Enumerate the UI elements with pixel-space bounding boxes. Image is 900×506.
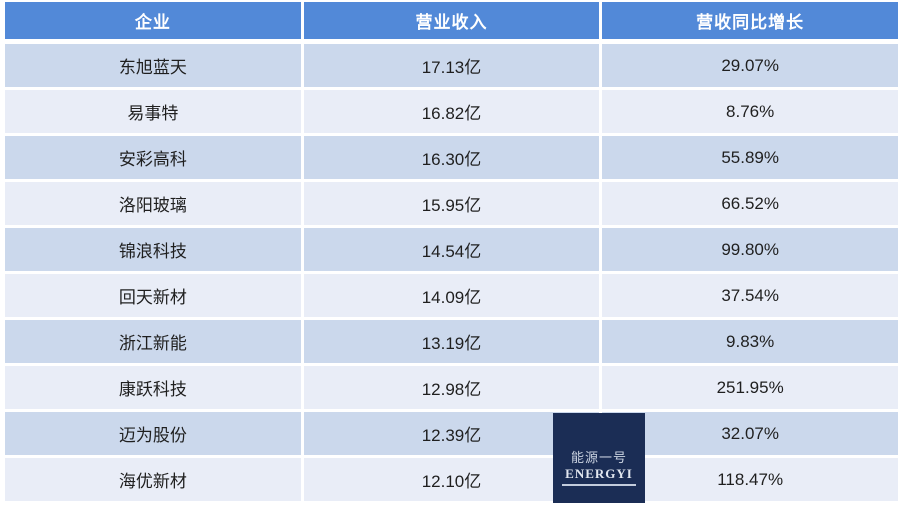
growth-cell: 251.95% (602, 366, 898, 409)
energyi-watermark: 能源一号 ENERGYI (553, 413, 645, 503)
column-header-company: 企业 (5, 2, 301, 39)
growth-cell: 9.83% (602, 320, 898, 363)
growth-cell: 37.54% (602, 274, 898, 317)
revenue-cell: 16.82亿 (303, 90, 600, 133)
table-body: 东旭蓝天 17.13亿 29.07% 易事特 16.82亿 8.76% 安彩高科… (5, 44, 898, 501)
revenue-cell: 13.19亿 (303, 320, 600, 363)
revenue-cell: 14.09亿 (303, 274, 600, 317)
company-cell: 易事特 (5, 90, 301, 133)
company-cell: 东旭蓝天 (5, 44, 301, 87)
column-header-growth: 营收同比增长 (602, 2, 898, 39)
company-cell: 康跃科技 (5, 366, 301, 409)
company-cell: 安彩高科 (5, 136, 301, 179)
company-cell: 洛阳玻璃 (5, 182, 301, 225)
company-cell: 锦浪科技 (5, 228, 301, 271)
growth-cell: 8.76% (602, 90, 898, 133)
watermark-chinese-name: 能源一号 (570, 450, 627, 465)
growth-cell: 32.07% (602, 412, 898, 455)
company-cell: 浙江新能 (5, 320, 301, 363)
revenue-cell: 15.95亿 (303, 182, 600, 225)
table-header: 企业 营业收入 营收同比增长 (5, 2, 898, 39)
watermark-english-name: ENERGYI (562, 467, 636, 486)
revenue-cell: 12.98亿 (303, 366, 600, 409)
revenue-cell: 16.30亿 (303, 136, 600, 179)
company-cell: 迈为股份 (5, 412, 301, 455)
growth-cell: 99.80% (602, 228, 898, 271)
growth-cell: 29.07% (602, 44, 898, 87)
revenue-cell: 12.39亿 (303, 412, 600, 455)
revenue-table: 企业 营业收入 营收同比增长 东旭蓝天 17.13亿 29.07% 易事特 16… (5, 2, 898, 501)
column-header-revenue: 营业收入 (303, 2, 600, 39)
revenue-cell: 12.10亿 (303, 458, 600, 501)
company-cell: 回天新材 (5, 274, 301, 317)
company-cell: 海优新材 (5, 458, 301, 501)
growth-cell: 66.52% (602, 182, 898, 225)
growth-cell: 55.89% (602, 136, 898, 179)
growth-cell: 118.47% (602, 458, 898, 501)
revenue-cell: 14.54亿 (303, 228, 600, 271)
revenue-cell: 17.13亿 (303, 44, 600, 87)
